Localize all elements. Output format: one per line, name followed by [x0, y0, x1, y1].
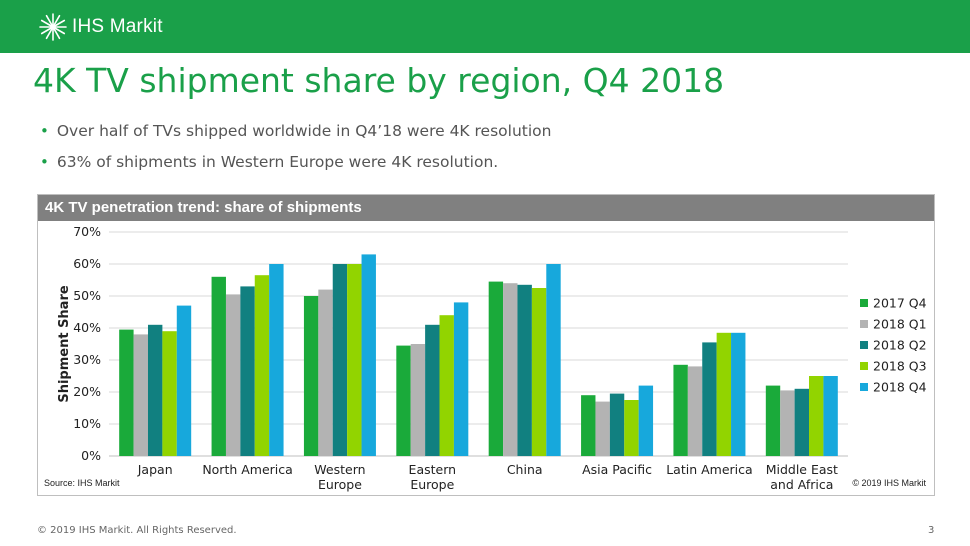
y-tick-label: 10% — [73, 416, 101, 431]
y-tick-label: 70% — [73, 224, 101, 239]
bar — [531, 288, 547, 456]
y-tick-label: 20% — [73, 384, 101, 399]
chart-source-note: Source: IHS Markit — [44, 478, 120, 488]
bar — [453, 302, 469, 456]
bar — [439, 315, 454, 456]
bar — [240, 286, 255, 456]
brand-logo: IHS Markit — [38, 11, 163, 43]
bar — [318, 289, 333, 456]
chart-copyright-note: © 2019 IHS Markit — [852, 478, 926, 488]
bar — [702, 342, 717, 456]
footer-copyright: © 2019 IHS Markit. All Rights Reserved. — [37, 525, 237, 536]
page-number: 3 — [928, 525, 935, 536]
y-tick-label: 60% — [73, 256, 101, 271]
bar — [147, 324, 163, 456]
slide-title: 4K TV shipment share by region, Q4 2018 — [33, 61, 725, 100]
brand-name: IHS Markit — [72, 16, 163, 37]
bar — [794, 388, 810, 456]
bar — [162, 331, 177, 456]
bar — [332, 264, 348, 456]
y-tick-label: 50% — [73, 288, 101, 303]
bar — [581, 395, 596, 456]
bar — [765, 385, 781, 456]
bar — [361, 254, 376, 456]
chart-panel: 0% 10% 20% 30% 40% 50% 60% 70% Shipment Share Jap… — [37, 194, 935, 496]
bar — [716, 332, 732, 456]
bar — [269, 264, 284, 456]
legend-label: 2018 Q1 — [873, 317, 927, 332]
bar-chart: 0% 10% 20% 30% 40% 50% 60% 70% Shipment Share Jap… — [44, 224, 927, 492]
bar — [638, 385, 654, 456]
legend-swatch — [860, 341, 868, 349]
bar — [425, 324, 440, 456]
legend-swatch — [860, 362, 868, 370]
top-banner: IHS Markit — [0, 0, 970, 53]
bar — [396, 345, 411, 456]
bar — [823, 376, 838, 456]
legend-swatch — [860, 320, 868, 328]
bar — [546, 264, 561, 456]
legend-label: 2018 Q2 — [873, 338, 927, 353]
bar — [673, 364, 688, 456]
bar — [488, 281, 504, 456]
bar — [595, 401, 610, 456]
bar — [254, 275, 270, 456]
x-category-label: Middle East — [766, 462, 838, 477]
bar — [133, 334, 148, 456]
chart-header-bar: 4K TV penetration trend: share of shipme… — [38, 195, 934, 221]
bullet-marker: • — [40, 122, 49, 140]
x-category-label: China — [507, 462, 543, 477]
legend-swatch — [860, 383, 868, 391]
legend-label: 2017 Q4 — [873, 296, 927, 311]
bar — [225, 294, 241, 456]
bar — [731, 332, 746, 456]
bar — [780, 390, 795, 456]
y-tick-label: 30% — [73, 352, 101, 367]
starburst-logo-icon — [39, 13, 67, 41]
bar — [119, 329, 134, 456]
bullet-list: • Over half of TVs shipped worldwide in … — [40, 120, 551, 182]
legend-swatch — [860, 299, 868, 307]
x-category-label: Latin America — [666, 462, 752, 477]
bar — [410, 344, 426, 456]
bar — [347, 264, 362, 456]
bar — [517, 284, 532, 456]
bar — [176, 305, 192, 456]
x-category-label: Asia Pacific — [582, 462, 652, 477]
bar — [687, 366, 703, 456]
legend-label: 2018 Q3 — [873, 359, 927, 374]
bullet-item: • Over half of TVs shipped worldwide in … — [40, 120, 551, 142]
bar — [809, 376, 824, 456]
bar — [624, 400, 639, 456]
x-category-label: Japan — [137, 462, 173, 477]
x-category-label: Eastern — [409, 462, 457, 477]
x-category-label: Europe — [410, 477, 454, 492]
bar — [303, 296, 319, 456]
x-category-label: Western — [314, 462, 365, 477]
y-tick-label: 0% — [81, 448, 101, 463]
bar — [609, 393, 625, 456]
bullet-text: Over half of TVs shipped worldwide in Q4… — [56, 122, 552, 140]
chart-header-title: 4K TV penetration trend: share of shipme… — [45, 199, 362, 216]
legend-label: 2018 Q4 — [873, 380, 927, 395]
bullet-item: • 63% of shipments in Western Europe wer… — [40, 151, 551, 173]
y-tick-label: 40% — [73, 320, 101, 335]
x-category-label: North America — [202, 462, 293, 477]
bullet-text: 63% of shipments in Western Europe were … — [56, 153, 499, 171]
bar — [503, 283, 518, 456]
bullet-marker: • — [40, 153, 49, 171]
x-category-label: Europe — [318, 477, 362, 492]
bar — [211, 276, 226, 456]
y-axis-title: Shipment Share — [57, 285, 72, 403]
x-category-label: and Africa — [770, 477, 833, 492]
